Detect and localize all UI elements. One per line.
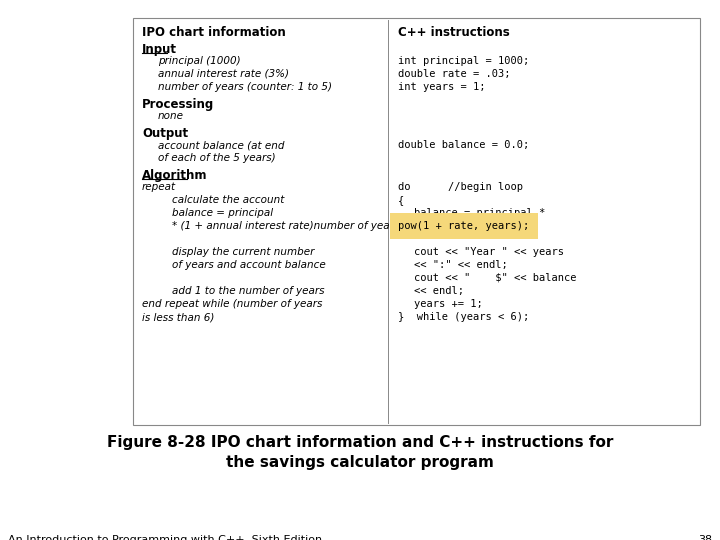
Text: int years = 1;: int years = 1; xyxy=(398,82,485,92)
Text: repeat: repeat xyxy=(142,182,176,192)
Text: of each of the 5 years): of each of the 5 years) xyxy=(158,153,276,163)
Text: annual interest rate (3%): annual interest rate (3%) xyxy=(158,69,289,79)
Text: years += 1;: years += 1; xyxy=(414,299,482,309)
Text: C++ instructions: C++ instructions xyxy=(398,26,510,39)
Text: An Introduction to Programming with C++, Sixth Edition: An Introduction to Programming with C++,… xyxy=(8,535,322,540)
Text: do      //begin loop: do //begin loop xyxy=(398,182,523,192)
Text: end repeat while (number of years: end repeat while (number of years xyxy=(142,299,323,309)
Text: account balance (at end: account balance (at end xyxy=(158,140,284,150)
Text: int principal = 1000;: int principal = 1000; xyxy=(398,56,529,66)
Text: * (1 + annual interest rate)number of years: * (1 + annual interest rate)number of ye… xyxy=(172,221,400,231)
Text: is less than 6): is less than 6) xyxy=(142,312,215,322)
Text: of years and account balance: of years and account balance xyxy=(172,260,325,270)
Text: cout << "    $" << balance: cout << " $" << balance xyxy=(414,273,577,283)
Text: << endl;: << endl; xyxy=(414,286,464,296)
Text: calculate the account: calculate the account xyxy=(172,195,284,205)
Text: pow(1 + rate, years);: pow(1 + rate, years); xyxy=(398,221,529,231)
Text: number of years (counter: 1 to 5): number of years (counter: 1 to 5) xyxy=(158,82,332,92)
Text: double rate = .03;: double rate = .03; xyxy=(398,69,510,79)
Text: add 1 to the number of years: add 1 to the number of years xyxy=(172,286,325,296)
Text: double balance = 0.0;: double balance = 0.0; xyxy=(398,140,529,150)
Text: Algorithm: Algorithm xyxy=(142,169,207,182)
Bar xyxy=(133,18,700,425)
Text: }  while (years < 6);: } while (years < 6); xyxy=(398,312,529,322)
Text: Input: Input xyxy=(142,43,177,56)
Text: balance = principal: balance = principal xyxy=(172,208,273,218)
Text: {: { xyxy=(398,195,404,205)
Text: Output: Output xyxy=(142,127,188,140)
Text: display the current number: display the current number xyxy=(172,247,315,257)
Text: 38: 38 xyxy=(698,535,712,540)
Text: << ":" << endl;: << ":" << endl; xyxy=(414,260,508,270)
Text: cout << "Year " << years: cout << "Year " << years xyxy=(414,247,564,257)
Text: IPO chart information: IPO chart information xyxy=(142,26,286,39)
Text: Figure 8-28 IPO chart information and C++ instructions for
the savings calculato: Figure 8-28 IPO chart information and C+… xyxy=(107,435,613,470)
Text: balance = principal *: balance = principal * xyxy=(414,208,545,218)
Text: none: none xyxy=(158,111,184,121)
Text: principal (1000): principal (1000) xyxy=(158,56,240,66)
Text: Processing: Processing xyxy=(142,98,215,111)
